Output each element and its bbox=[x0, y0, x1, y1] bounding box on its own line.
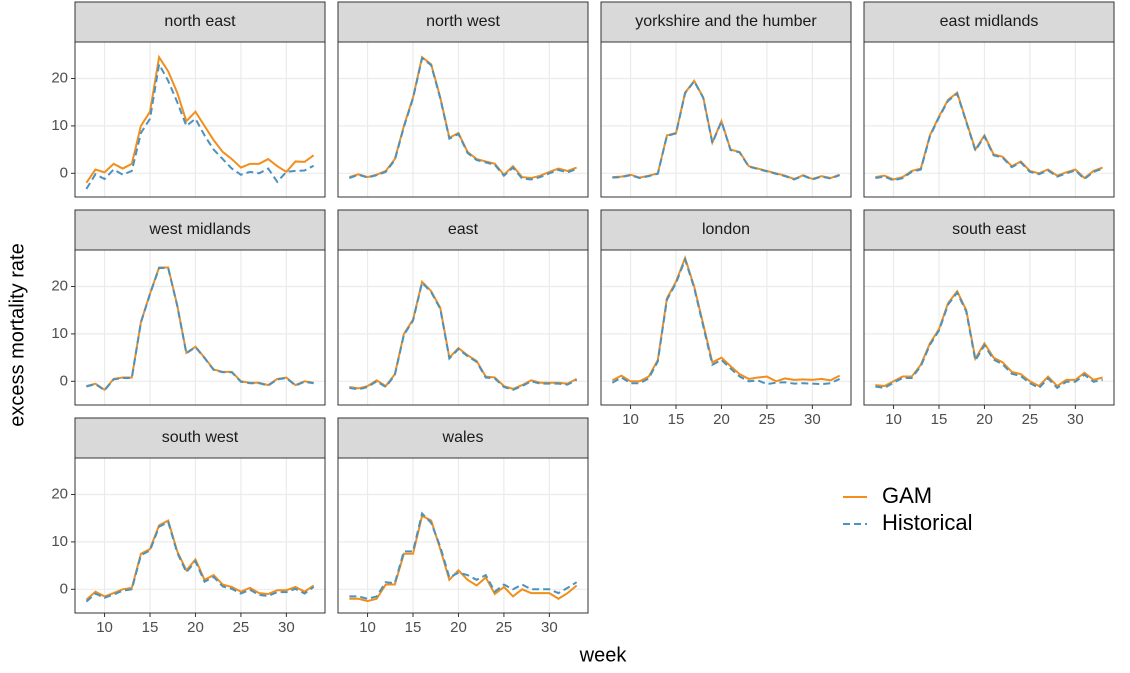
panel bbox=[338, 250, 588, 405]
panel-border bbox=[337, 457, 589, 614]
panel-border bbox=[600, 249, 852, 406]
panel-border bbox=[74, 457, 326, 614]
x-tick-label: 15 bbox=[142, 619, 159, 636]
series-line bbox=[349, 280, 578, 391]
strip bbox=[337, 417, 589, 459]
y-tick-label: 20 bbox=[51, 277, 68, 294]
x-tick-label: 30 bbox=[278, 619, 295, 636]
legend-label: Historical bbox=[882, 510, 972, 535]
x-tick-label: 15 bbox=[931, 411, 948, 428]
x-tick-label: 10 bbox=[359, 619, 376, 636]
series-line bbox=[349, 514, 578, 603]
x-tick-label: 20 bbox=[713, 411, 730, 428]
panel bbox=[338, 458, 588, 613]
y-tick-label: 20 bbox=[51, 485, 68, 502]
series-line bbox=[612, 79, 840, 181]
y-tick-label: 10 bbox=[51, 533, 68, 550]
series-line bbox=[86, 267, 314, 392]
x-tick-label: 25 bbox=[759, 411, 776, 428]
strip bbox=[337, 1, 589, 43]
strip-label: north west bbox=[426, 13, 500, 30]
x-tick-label: 20 bbox=[187, 619, 204, 636]
series-line bbox=[85, 61, 315, 190]
panel bbox=[601, 42, 851, 197]
x-tick-label: 15 bbox=[668, 411, 685, 428]
x-tick-label: 10 bbox=[96, 619, 113, 636]
panel-border bbox=[337, 41, 589, 198]
series-line bbox=[85, 520, 315, 603]
strip-label: south east bbox=[952, 221, 1026, 238]
panel-border bbox=[863, 249, 1115, 406]
panel bbox=[338, 42, 588, 197]
series-line bbox=[875, 290, 1103, 390]
panel bbox=[75, 458, 325, 613]
series-line bbox=[349, 511, 578, 600]
panel-border bbox=[337, 249, 589, 406]
series-line bbox=[611, 256, 841, 386]
strip-label: east bbox=[448, 221, 479, 238]
y-tick-label: 10 bbox=[51, 325, 68, 342]
series-line bbox=[875, 91, 1103, 182]
x-tick-label: 30 bbox=[804, 411, 821, 428]
series-line bbox=[875, 289, 1103, 388]
strip bbox=[600, 1, 852, 43]
series-line bbox=[349, 56, 577, 181]
strip bbox=[74, 209, 326, 251]
x-tick-label: 20 bbox=[976, 411, 993, 428]
strip bbox=[74, 1, 326, 43]
x-tick-label: 25 bbox=[233, 619, 250, 636]
x-tick-label: 15 bbox=[405, 619, 422, 636]
y-tick-label: 20 bbox=[51, 69, 68, 86]
panel-border bbox=[74, 41, 326, 198]
strip-label: wales bbox=[442, 429, 484, 446]
panel-border bbox=[74, 249, 326, 406]
panel-border bbox=[600, 41, 852, 198]
strip-label: east midlands bbox=[940, 13, 1039, 30]
y-axis-title: excess mortality rate bbox=[6, 243, 28, 426]
x-tick-label: 25 bbox=[1022, 411, 1039, 428]
strip-label: north east bbox=[164, 13, 236, 30]
y-tick-label: 0 bbox=[60, 372, 68, 389]
y-tick-label: 0 bbox=[60, 164, 68, 181]
y-tick-label: 0 bbox=[60, 580, 68, 597]
x-tick-label: 20 bbox=[450, 619, 467, 636]
x-tick-label: 10 bbox=[885, 411, 902, 428]
panel-border bbox=[863, 41, 1115, 198]
strip-label: south west bbox=[162, 429, 239, 446]
legend-label: GAM bbox=[882, 483, 932, 508]
x-tick-label: 25 bbox=[496, 619, 513, 636]
strip-label: london bbox=[702, 221, 750, 238]
strip-label: yorkshire and the humber bbox=[635, 13, 817, 30]
x-tick-label: 10 bbox=[622, 411, 639, 428]
y-tick-label: 10 bbox=[51, 117, 68, 134]
x-tick-label: 30 bbox=[541, 619, 558, 636]
strip-label: west midlands bbox=[148, 221, 250, 238]
strip bbox=[863, 1, 1115, 43]
series-line bbox=[85, 54, 315, 184]
strip bbox=[337, 209, 589, 251]
x-tick-label: 30 bbox=[1067, 411, 1084, 428]
x-axis-title: week bbox=[579, 644, 628, 666]
